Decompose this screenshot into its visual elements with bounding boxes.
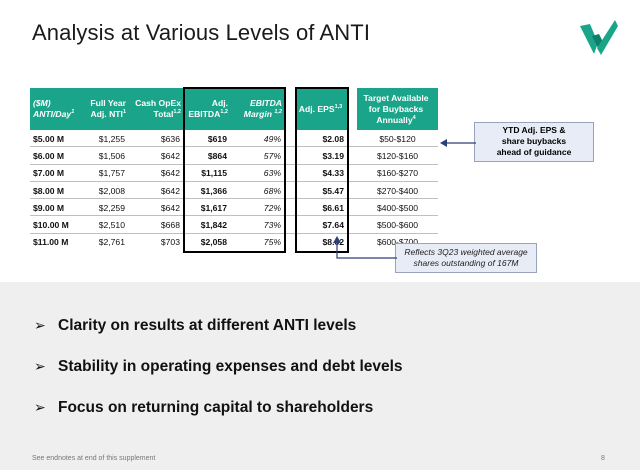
nti-cell: $1,255 [98, 133, 125, 144]
nti-cell: $2,510 [98, 220, 125, 231]
header-adj-eps: Adj. EPS1,3 [298, 103, 343, 114]
slide-bottom-area [0, 282, 640, 470]
header-cash-opex-total: Cash OpEx Total1,2 [135, 98, 181, 119]
table-row: $5.00 M $1,255 $636 $619 49% $2.08 $50-$… [30, 130, 438, 148]
header-adj-ebitda: Adj. EBITDA1,2 [188, 98, 228, 119]
anti-day-cell: $6.00 M [33, 150, 65, 161]
opex-cell: $642 [160, 150, 180, 161]
margin-cell: 49% [263, 133, 281, 144]
margin-cell: 72% [263, 202, 281, 213]
header-target-buybacks: Target Available for Buybacks Annually4 [363, 92, 429, 125]
nti-cell: $2,259 [98, 202, 125, 213]
eps-buyback-callout: YTD Adj. EPS & share buybacks ahead of g… [474, 122, 594, 162]
nti-cell: $1,757 [98, 168, 125, 179]
anti-day-cell: $7.00 M [33, 168, 65, 179]
table-row: $9.00 M $2,259 $642 $1,617 72% $6.61 $40… [30, 199, 438, 217]
eps-cell: $3.19 [322, 150, 344, 161]
margin-cell: 57% [263, 150, 281, 161]
ebitda-highlight-box [183, 87, 286, 253]
buyback-cell: $120-$160 [376, 150, 419, 161]
bullet-text: Stability in operating expenses and debt… [58, 358, 403, 375]
opex-cell: $642 [160, 185, 180, 196]
anti-day-cell: $8.00 M [33, 185, 65, 196]
eps-cell: $7.64 [322, 220, 344, 231]
opex-cell: $642 [160, 202, 180, 213]
footer-note: See endnotes at end of this supplement [32, 455, 156, 462]
eps-cell: $5.47 [322, 185, 344, 196]
arrow-bullet-icon: ➢ [34, 318, 46, 334]
opex-cell: $668 [160, 220, 180, 231]
ebitda-cell: $2,058 [200, 237, 227, 248]
bullet-text: Clarity on results at different ANTI lev… [58, 317, 357, 334]
ebitda-cell: $1,842 [200, 220, 227, 231]
eps-cell: $4.33 [322, 168, 344, 179]
header-anti-day: ($M) ANTI/Day1 [33, 98, 75, 119]
table-row: $6.00 M $1,506 $642 $864 57% $3.19 $120-… [30, 147, 438, 165]
list-item: ➢ Clarity on results at different ANTI l… [34, 316, 574, 336]
page-title: Analysis at Various Levels of ANTI [32, 20, 371, 45]
table-header-band-buybacks [357, 88, 438, 130]
table-row: $8.00 M $2,008 $642 $1,366 68% $5.47 $27… [30, 182, 438, 200]
shares-outstanding-callout: Reflects 3Q23 weighted average shares ou… [395, 243, 537, 273]
table-header-band [30, 88, 285, 130]
ebitda-cell: $1,115 [201, 168, 227, 179]
table-row: $10.00 M $2,510 $668 $1,842 73% $7.64 $5… [30, 217, 438, 234]
anti-day-cell: $10.00 M [33, 220, 69, 231]
buyback-cell: $500-$600 [376, 220, 419, 231]
margin-cell: 75% [263, 237, 281, 248]
list-item: ➢ Focus on returning capital to sharehol… [34, 398, 574, 418]
nti-cell: $2,008 [98, 185, 125, 196]
nti-cell: $1,506 [98, 150, 125, 161]
buyback-cell: $160-$270 [376, 168, 419, 179]
arrow-bullet-icon: ➢ [34, 359, 46, 375]
opex-cell: $636 [160, 133, 180, 144]
opex-cell: $642 [160, 168, 180, 179]
eps-cell: $2.08 [322, 133, 344, 144]
arrow-bullet-icon: ➢ [34, 400, 46, 416]
ebitda-cell: $1,617 [200, 202, 227, 213]
header-full-year-adj-nti: Full Year Adj. NTI1 [90, 98, 126, 119]
table-header-band-eps [296, 88, 348, 130]
ebitda-cell: $1,366 [200, 185, 227, 196]
opex-cell: $703 [160, 237, 180, 248]
list-item: ➢ Stability in operating expenses and de… [34, 357, 574, 377]
margin-cell: 68% [263, 185, 281, 196]
buyback-cell: $50-$120 [379, 133, 416, 144]
anti-day-cell: $9.00 M [33, 202, 65, 213]
anti-day-cell: $11.00 M [33, 237, 69, 248]
anti-day-cell: $5.00 M [33, 133, 65, 144]
eps-cell: $6.61 [322, 202, 344, 213]
virtu-logo-icon [580, 20, 618, 55]
margin-cell: 73% [263, 220, 281, 231]
buyback-cell: $270-$400 [376, 185, 419, 196]
header-ebitda-margin: EBITDA Margin 1,2 [243, 98, 282, 119]
ebitda-cell: $864 [207, 150, 227, 161]
buyback-cell: $400-$500 [376, 202, 419, 213]
ebitda-cell: $619 [207, 133, 227, 144]
nti-cell: $2,761 [98, 237, 125, 248]
buyback-cell: $600-$700 [357, 234, 438, 251]
eps-highlight-box [295, 87, 349, 253]
table-row: $7.00 M $1,757 $642 $1,115 63% $4.33 $16… [30, 165, 438, 182]
bullet-text: Focus on returning capital to shareholde… [58, 399, 374, 416]
margin-cell: 63% [263, 168, 281, 179]
page-number: 8 [601, 455, 605, 462]
